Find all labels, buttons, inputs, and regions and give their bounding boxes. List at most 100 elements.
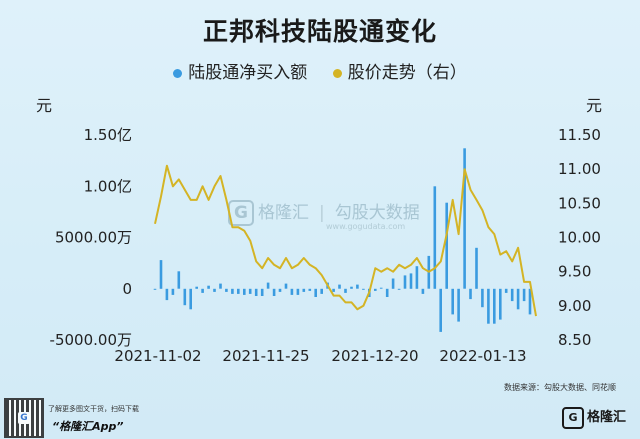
watermark-partner: 勾股大数据: [334, 203, 420, 223]
bar: [362, 288, 365, 290]
bar: [189, 288, 192, 310]
bar: [254, 288, 258, 296]
bar: [522, 288, 526, 302]
bar: [248, 288, 252, 294]
legend-label-net-buy: 陆股通净买入额: [188, 63, 308, 83]
bar: [266, 282, 270, 289]
bar: [332, 288, 335, 292]
bar: [237, 288, 240, 294]
bar: [183, 288, 187, 306]
bar: [469, 288, 472, 300]
watermark: G 格隆汇 | 勾股大数据: [228, 198, 420, 226]
bar: [207, 285, 210, 289]
bar: [165, 288, 169, 301]
bar: [516, 288, 520, 310]
bar: [284, 283, 288, 289]
bar: [314, 288, 317, 297]
x-axis-ticks: 2021-11-02 2021-11-25 2021-12-20 2022-01-13: [114, 347, 526, 365]
bar: [243, 288, 246, 295]
bar: [397, 288, 401, 290]
right-tick-label: 11.50: [558, 126, 601, 144]
bar: [153, 288, 157, 290]
bar: [445, 202, 448, 289]
right-axis-unit: 元: [586, 96, 603, 115]
bar: [344, 288, 347, 293]
left-axis-unit: 元: [36, 96, 53, 115]
bar: [439, 288, 442, 332]
legend-item-price: 股价走势（右）: [332, 58, 467, 83]
watermark-url: www.gogudata.com: [326, 222, 406, 231]
bar: [171, 288, 175, 295]
bar: [504, 288, 508, 293]
bar: [219, 283, 222, 289]
bar: [201, 288, 204, 293]
legend-label-price: 股价走势（右）: [347, 63, 467, 83]
qr-code-icon[interactable]: G: [4, 398, 44, 438]
bar: [457, 288, 460, 322]
footer: G 了解更多图文干货，扫码下载 “格隆汇App” G 格隆汇: [0, 398, 640, 439]
right-tick-label: 11.00: [558, 160, 601, 178]
watermark-brand: 格隆汇: [258, 203, 309, 223]
bar: [433, 186, 437, 289]
left-tick-label: 0: [122, 280, 132, 298]
bar: [231, 288, 234, 294]
x-tick-label: 2021-11-02: [114, 347, 201, 365]
legend-item-net-buy: 陆股通净买入额: [173, 58, 307, 83]
right-tick-label: 10.50: [558, 194, 601, 212]
bar: [451, 288, 454, 315]
bar: [356, 284, 359, 289]
bar: [481, 288, 484, 308]
bar: [528, 288, 532, 315]
qr-logo-icon: G: [18, 412, 30, 424]
bar: [308, 288, 312, 291]
legend-dot-price: [332, 68, 342, 78]
bar: [403, 275, 407, 289]
app-name: “格隆汇App”: [52, 420, 124, 433]
right-tick-label: 10.00: [558, 229, 601, 247]
x-tick-label: 2022-01-13: [439, 347, 526, 365]
left-axis-ticks: -5000.00万 0 5000.00万 1.00亿 1.50亿: [50, 126, 132, 349]
bar: [421, 288, 425, 294]
left-tick-label: 1.00亿: [84, 177, 132, 195]
price-line: [154, 164, 537, 317]
bar: [296, 288, 300, 295]
bar: [379, 287, 383, 289]
bar: [320, 288, 323, 294]
chart-legend: 陆股通净买入额 股价走势（右）: [0, 58, 640, 83]
bar: [225, 288, 228, 292]
right-tick-label: 9.00: [558, 297, 591, 315]
brand-logo-icon: G: [561, 406, 584, 429]
bar: [195, 286, 198, 289]
bar: [374, 288, 377, 291]
promo-text: 了解更多图文干货，扫码下载: [48, 405, 139, 413]
bar: [499, 288, 502, 320]
bar: [290, 288, 294, 295]
bar: [159, 260, 163, 289]
x-tick-label: 2021-12-20: [331, 347, 418, 365]
bar: [391, 278, 395, 289]
right-axis-ticks: 8.50 9.00 9.50 10.00 10.50 11.00 11.50: [558, 126, 601, 349]
bar: [260, 288, 264, 296]
right-tick-label: 8.50: [558, 331, 591, 349]
left-tick-label: 1.50亿: [84, 126, 132, 144]
bar: [487, 288, 490, 324]
bar: [213, 288, 216, 292]
right-tick-label: 9.50: [558, 263, 591, 281]
x-tick-label: 2021-11-25: [222, 347, 309, 365]
left-tick-label: 5000.00万: [55, 229, 132, 247]
watermark-separator: |: [319, 203, 325, 223]
bar: [475, 247, 478, 289]
brand-name: 格隆汇: [586, 410, 626, 425]
bar: [510, 288, 514, 302]
data-source: 数据来源：勾股大数据、同花顺: [504, 383, 616, 392]
brand-logo: G 格隆汇: [561, 406, 626, 429]
bar: [385, 288, 389, 297]
bar: [350, 286, 353, 289]
bar: [177, 271, 181, 289]
bar: [272, 288, 276, 296]
bar: [278, 288, 282, 292]
bar: [463, 148, 466, 289]
bar: [338, 284, 341, 289]
legend-dot-net-buy: [173, 68, 183, 78]
left-tick-label: -5000.00万: [50, 331, 132, 349]
